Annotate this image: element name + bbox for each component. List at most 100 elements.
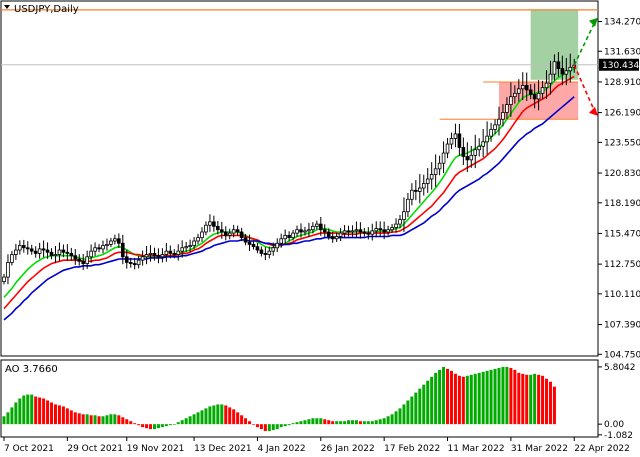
ao-bar bbox=[279, 424, 283, 428]
ao-bar bbox=[164, 424, 168, 427]
candle-body bbox=[97, 247, 101, 250]
ao-bar bbox=[406, 400, 410, 425]
candle bbox=[263, 247, 268, 261]
candle bbox=[382, 221, 386, 240]
ao-bar bbox=[343, 421, 347, 425]
ao-tick-label: 5.8042 bbox=[604, 363, 636, 373]
candle bbox=[485, 121, 489, 155]
price-tick-label: 107.390 bbox=[604, 321, 640, 331]
candle bbox=[105, 238, 109, 251]
price-axis: 134.270 131.630 128.910 126.190 123.550 120.8… bbox=[598, 18, 640, 360]
time-tick-label: 7 Oct 2021 bbox=[4, 444, 54, 454]
candle bbox=[295, 225, 299, 237]
candle bbox=[299, 223, 303, 238]
candle bbox=[93, 242, 97, 256]
ao-bar bbox=[457, 375, 461, 425]
ao-bar bbox=[50, 402, 54, 425]
candle-body bbox=[330, 236, 335, 240]
candle bbox=[449, 132, 454, 150]
candle bbox=[144, 246, 149, 265]
time-tick-label: 19 Nov 2021 bbox=[127, 444, 185, 454]
candle bbox=[398, 214, 402, 229]
price-tick-label: 112.750 bbox=[604, 260, 640, 270]
ao-bar bbox=[362, 421, 366, 425]
candle-body bbox=[148, 253, 153, 255]
candle-body bbox=[449, 138, 454, 145]
candle-body bbox=[124, 256, 129, 263]
candle bbox=[386, 225, 390, 236]
candle-body bbox=[204, 224, 208, 233]
ao-bar bbox=[354, 420, 358, 425]
candle bbox=[219, 221, 224, 239]
ao-bar bbox=[501, 366, 505, 425]
ao-bar bbox=[287, 424, 291, 426]
ao-bar bbox=[509, 367, 513, 425]
time-tick-label: 17 Feb 2022 bbox=[384, 444, 440, 454]
candle bbox=[283, 229, 287, 244]
candle-body bbox=[437, 162, 442, 170]
candle-body bbox=[81, 260, 86, 264]
ao-bar bbox=[240, 415, 244, 425]
ao-bar bbox=[473, 373, 477, 425]
ma-line-2 bbox=[3, 96, 575, 321]
candle-body bbox=[421, 183, 426, 189]
candle bbox=[520, 72, 525, 101]
candle bbox=[291, 229, 295, 241]
candle bbox=[425, 168, 430, 193]
candle-body bbox=[160, 254, 165, 258]
candle-body bbox=[445, 143, 450, 154]
ao-bar bbox=[117, 415, 121, 425]
candle bbox=[196, 233, 200, 245]
ao-bar bbox=[537, 374, 541, 425]
candle bbox=[61, 244, 66, 258]
candle-body bbox=[239, 231, 244, 239]
candle bbox=[378, 221, 382, 237]
ao-bar bbox=[541, 375, 545, 425]
candle-body bbox=[318, 223, 323, 231]
ao-bar bbox=[426, 380, 430, 425]
candle-body bbox=[73, 255, 78, 260]
ao-bar bbox=[22, 395, 26, 425]
candle bbox=[469, 145, 474, 168]
candle-body bbox=[540, 87, 545, 94]
candle bbox=[18, 240, 22, 255]
ao-bar bbox=[149, 424, 153, 430]
ao-bar bbox=[184, 418, 188, 425]
ao-bar bbox=[251, 424, 255, 425]
ao-bar bbox=[335, 421, 339, 425]
ao-bar bbox=[505, 366, 509, 425]
ao-bar bbox=[311, 418, 315, 425]
candle bbox=[568, 53, 573, 83]
ao-bar bbox=[65, 408, 69, 425]
candle-body bbox=[152, 253, 157, 257]
candle bbox=[556, 52, 561, 77]
ao-bar bbox=[113, 414, 117, 425]
ao-bar bbox=[137, 424, 141, 426]
candle-body bbox=[338, 232, 343, 237]
candle-body bbox=[307, 229, 311, 232]
candle bbox=[402, 197, 406, 232]
candle-body bbox=[227, 232, 232, 236]
candle bbox=[374, 221, 379, 238]
candle-body bbox=[524, 85, 529, 91]
triangle-down-icon[interactable] bbox=[4, 5, 10, 9]
candle bbox=[358, 222, 363, 239]
ao-bar bbox=[69, 410, 73, 425]
candle-body bbox=[410, 189, 414, 200]
ao-bar bbox=[446, 368, 450, 425]
candle-body bbox=[37, 248, 42, 254]
candle bbox=[394, 218, 398, 233]
down-forecast-arrow-line bbox=[573, 64, 595, 111]
candle bbox=[227, 228, 232, 240]
candle bbox=[354, 221, 359, 239]
candle-body bbox=[568, 66, 573, 72]
ao-bar bbox=[422, 384, 426, 425]
ao-bar bbox=[208, 406, 212, 425]
candle bbox=[441, 141, 446, 174]
candle bbox=[69, 247, 74, 261]
ao-bar bbox=[267, 424, 271, 432]
ao-bar bbox=[101, 416, 105, 425]
ao-bar bbox=[545, 378, 549, 425]
time-tick-label: 13 Dec 2021 bbox=[194, 444, 252, 454]
candle bbox=[429, 162, 434, 190]
